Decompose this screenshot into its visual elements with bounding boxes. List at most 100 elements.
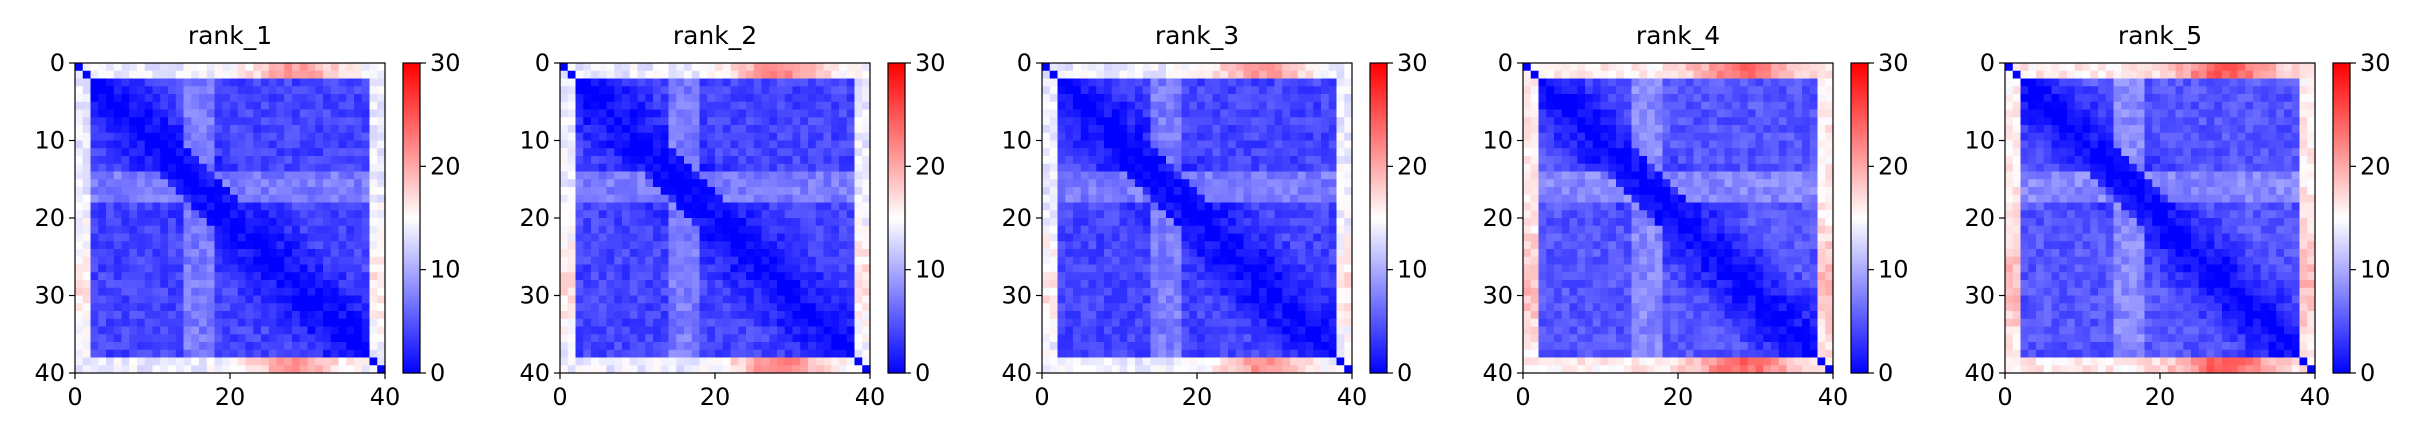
heatmap-cell [168, 179, 177, 188]
heatmap-cell [660, 117, 670, 126]
heatmap-cell [75, 256, 84, 266]
heatmap-cell [315, 365, 324, 374]
heatmap-cell [715, 334, 724, 343]
colorbar-segment [403, 117, 420, 121]
heatmap-cell [1297, 256, 1307, 266]
heatmap-cell [113, 101, 123, 111]
heatmap-cell [160, 125, 169, 134]
heatmap-cell [346, 78, 355, 87]
heatmap-cell [346, 86, 355, 95]
heatmap-cell [268, 86, 278, 95]
heatmap-cell [1088, 78, 1097, 87]
heatmap-cells [75, 63, 386, 374]
heatmap-cell [206, 179, 216, 188]
heatmap-cell [152, 295, 161, 304]
heatmap-cell [598, 101, 608, 111]
heatmap-cell [738, 280, 747, 289]
colorbar-segment [888, 352, 905, 356]
heatmap-cell [1282, 156, 1291, 165]
heatmap-cell [839, 117, 848, 126]
heatmap-cell [75, 233, 84, 242]
heatmap-cell [1321, 125, 1330, 134]
heatmap-cell [168, 202, 177, 211]
heatmap-cell [676, 94, 685, 103]
heatmap-cell [175, 156, 185, 165]
heatmap-cell [567, 280, 577, 289]
heatmap-cell [722, 210, 732, 219]
heatmap-cell [268, 194, 278, 204]
heatmap-cell [660, 218, 670, 227]
heatmap-cell [1057, 233, 1066, 242]
heatmap-cell [854, 148, 863, 157]
heatmap-cell [653, 334, 662, 343]
heatmap-cell [261, 202, 270, 211]
heatmap-cell [823, 256, 832, 266]
heatmap-cell [1321, 264, 1330, 273]
heatmap-cell [1096, 163, 1105, 173]
heatmap-cell [230, 125, 239, 134]
heatmap-cell [307, 94, 316, 103]
heatmap-cell [622, 202, 631, 211]
heatmap-cell [361, 349, 371, 359]
heatmap-cell [591, 163, 600, 173]
heatmap-cell [129, 241, 138, 250]
heatmap-cell [1166, 148, 1175, 157]
heatmap-cell [121, 287, 130, 297]
colorbar-segment [403, 246, 420, 250]
colorbar-segment [888, 181, 905, 186]
colorbar-segment [403, 91, 420, 95]
heatmap-cell [598, 63, 608, 72]
heatmap-cell [129, 101, 138, 111]
heatmap-cell [575, 311, 584, 320]
colorbar-segment [403, 122, 420, 126]
heatmap-cell [1057, 187, 1066, 196]
heatmap-cell [160, 334, 169, 343]
heatmap-cell [583, 241, 592, 250]
heatmap-cell [784, 171, 794, 180]
heatmap-cell [761, 78, 770, 87]
heatmap-cell [722, 256, 732, 266]
heatmap-cell [1158, 109, 1167, 118]
heatmap-cell [160, 179, 169, 188]
heatmap-cell [144, 272, 154, 281]
heatmap-cell [1158, 225, 1167, 235]
heatmap-cell [653, 109, 662, 118]
heatmap-cell [792, 117, 801, 126]
heatmap-cell [777, 171, 786, 180]
heatmap-cell [1065, 225, 1074, 235]
heatmap-cell [113, 148, 123, 157]
heatmap-cell [1212, 280, 1221, 289]
heatmap-cell [183, 194, 192, 204]
heatmap-cell [1127, 63, 1136, 72]
heatmap-cell [622, 365, 631, 374]
heatmap-cell [1158, 163, 1167, 173]
heatmap-cell [792, 132, 801, 142]
heatmap-cell [1073, 249, 1082, 258]
heatmap-cell [315, 225, 324, 235]
heatmap-cell [191, 311, 200, 320]
heatmap-cell [846, 187, 856, 196]
heatmap-cell [606, 210, 615, 219]
heatmap-cell [1119, 187, 1128, 196]
heatmap-cell [653, 194, 662, 204]
heatmap-cell [1135, 148, 1144, 157]
heatmap-cell [591, 233, 600, 242]
heatmap-cell [121, 101, 130, 111]
heatmap-cell [1321, 334, 1330, 343]
heatmap-cell [823, 101, 832, 111]
heatmap-cell [261, 342, 270, 351]
heatmap-cell [1065, 280, 1074, 289]
heatmap-cell [1282, 210, 1291, 219]
heatmap-cell [1173, 86, 1183, 95]
heatmap-cell [276, 101, 285, 111]
heatmap-cell [237, 287, 247, 297]
heatmap-cell [346, 295, 355, 304]
heatmap-cell [637, 163, 646, 173]
heatmap-cell [715, 357, 724, 366]
heatmap-cell [330, 187, 340, 196]
heatmap-cell [1321, 187, 1330, 196]
heatmap-cell [1065, 171, 1074, 180]
heatmap-cell [82, 256, 92, 266]
heatmap-cell [792, 287, 801, 297]
heatmap-cell [237, 86, 247, 95]
